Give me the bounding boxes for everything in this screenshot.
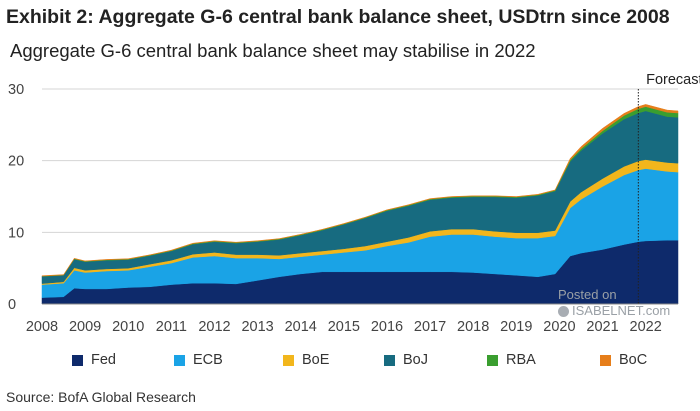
area-boc	[41, 104, 679, 277]
watermark-line1: Posted on	[558, 287, 617, 302]
legend-label-ecb: ECB	[193, 352, 223, 368]
x-tick-label-2016: 2016	[371, 319, 403, 335]
legend-swatch-fed	[72, 354, 83, 366]
x-tick-label-2012: 2012	[198, 319, 230, 335]
x-tick-label-2018: 2018	[457, 319, 489, 335]
legend-item-boe: BoE	[283, 352, 329, 368]
y-tick-label-20: 20	[8, 154, 24, 170]
x-tick-label-2021: 2021	[586, 319, 618, 335]
legend-label-boj: BoJ	[403, 352, 428, 368]
legend-swatch-boc	[600, 354, 611, 366]
legend-item-ecb: ECB	[174, 352, 223, 368]
legend-label-rba: RBA	[506, 352, 536, 368]
watermark: Posted on ISABELNET.com	[558, 287, 670, 319]
x-tick-label-2017: 2017	[414, 319, 446, 335]
watermark-line2: ISABELNET.com	[572, 303, 671, 318]
x-tick-label-2015: 2015	[328, 319, 360, 335]
legend-item-boj: BoJ	[384, 352, 428, 368]
x-tick-label-2014: 2014	[285, 319, 317, 335]
legend-label-boe: BoE	[302, 352, 330, 368]
area-chart: 0 10 20 30 2008 2009 2010 2011 2012 2013 2014 2015 2…	[8, 72, 700, 335]
legend-item-fed: Fed	[72, 352, 116, 368]
legend-label-fed: Fed	[91, 352, 116, 368]
chart-title: Exhibit 2: Aggregate G-6 central bank ba…	[6, 6, 670, 28]
legend-swatch-ecb	[174, 354, 185, 366]
x-tick-label-2013: 2013	[241, 319, 273, 335]
legend-swatch-boe	[283, 354, 294, 366]
chart-legend: Fed ECB BoE BoJ RBA BoC	[0, 352, 700, 372]
legend-swatch-rba	[487, 354, 498, 366]
source-note: Source: BofA Global Research	[6, 389, 196, 405]
legend-item-rba: RBA	[487, 352, 536, 368]
legend-label-boc: BoC	[619, 352, 648, 368]
x-tick-label-2010: 2010	[112, 319, 144, 335]
legend-item-boc: BoC	[600, 352, 647, 368]
x-tick-label-2009: 2009	[69, 319, 101, 335]
forecast-label: Forecast	[646, 72, 700, 88]
x-tick-label-2008: 2008	[26, 319, 58, 335]
x-tick-label-2019: 2019	[500, 319, 532, 335]
y-tick-label-30: 30	[8, 82, 24, 98]
y-tick-label-0: 0	[8, 297, 16, 313]
x-tick-label-2022: 2022	[630, 319, 662, 335]
x-tick-label-2020: 2020	[543, 319, 575, 335]
chart-subtitle: Aggregate G-6 central bank balance sheet…	[10, 40, 536, 61]
isabelnet-logo-icon	[558, 306, 569, 318]
legend-swatch-boj	[384, 354, 395, 366]
x-tick-label-2011: 2011	[156, 319, 187, 335]
y-tick-label-10: 10	[8, 225, 24, 241]
